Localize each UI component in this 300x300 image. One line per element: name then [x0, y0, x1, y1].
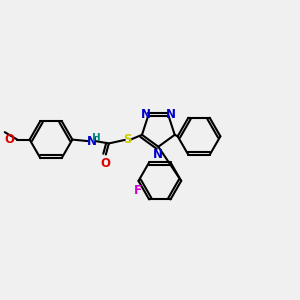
- Text: S: S: [123, 134, 131, 146]
- Text: F: F: [134, 184, 142, 197]
- Text: N: N: [141, 108, 151, 121]
- Text: N: N: [166, 108, 176, 121]
- Text: N: N: [87, 135, 97, 148]
- Text: N: N: [153, 148, 164, 161]
- Text: O: O: [101, 157, 111, 170]
- Text: H: H: [92, 133, 101, 142]
- Text: O: O: [4, 133, 14, 146]
